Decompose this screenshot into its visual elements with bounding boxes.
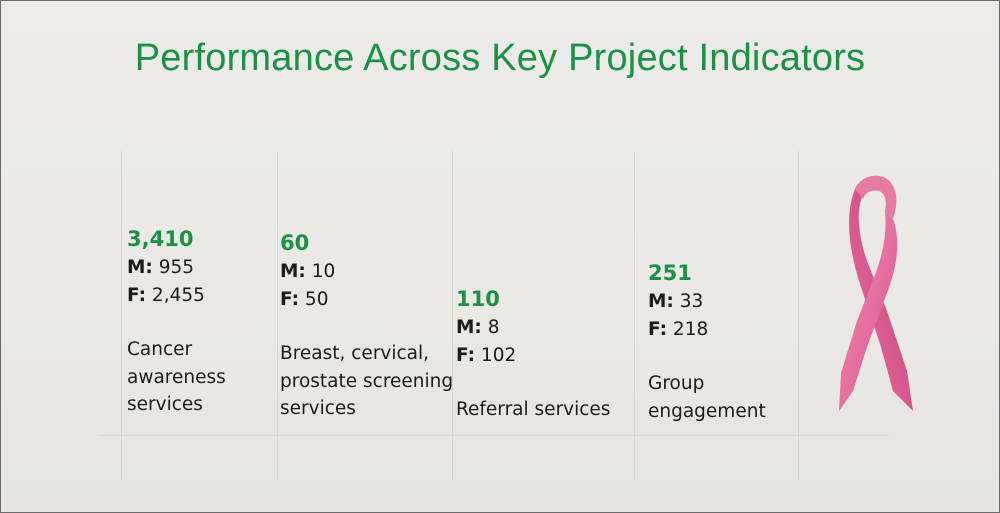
male-count: M: 10: [280, 261, 336, 282]
female-count: F: 218: [648, 318, 709, 340]
pink-ribbon-icon: [839, 175, 913, 411]
indicator-total: 110: [456, 287, 500, 311]
indicator-referral: 110 M: 8 F: 102 Referral services: [456, 285, 610, 424]
male-count: M: 8: [456, 317, 500, 338]
indicator-cancer-awareness: 3,410 M: 955 F: 2,455 Cancer awareness s…: [127, 225, 226, 419]
column-divider: [121, 151, 122, 481]
indicator-group-engagement: 251 M: 33 F: 218 Group engagement: [648, 259, 766, 425]
slide-title: Performance Across Key Project Indicator…: [134, 37, 866, 79]
indicator-description: Breast, cervical, prostate screening ser…: [280, 343, 454, 419]
female-count: F: 50: [280, 288, 329, 310]
male-count: M: 955: [127, 257, 195, 278]
indicator-description: Referral services: [456, 399, 611, 420]
column-divider: [798, 151, 799, 481]
male-count: M: 33: [648, 291, 704, 312]
indicator-description: Cancer awareness services: [127, 339, 226, 415]
indicator-total: 60: [280, 231, 310, 255]
indicator-total: 3,410: [127, 227, 194, 251]
column-divider: [452, 151, 453, 481]
female-count: F: 102: [456, 344, 517, 366]
column-divider: [277, 151, 278, 481]
indicator-total: 251: [648, 261, 692, 285]
column-divider: [634, 151, 635, 481]
female-count: F: 2,455: [127, 284, 205, 306]
indicator-screening: 60 M: 10 F: 50 Breast, cervical, prostat…: [280, 229, 453, 423]
baseline-divider: [99, 435, 889, 436]
indicator-description: Group engagement: [648, 373, 766, 422]
